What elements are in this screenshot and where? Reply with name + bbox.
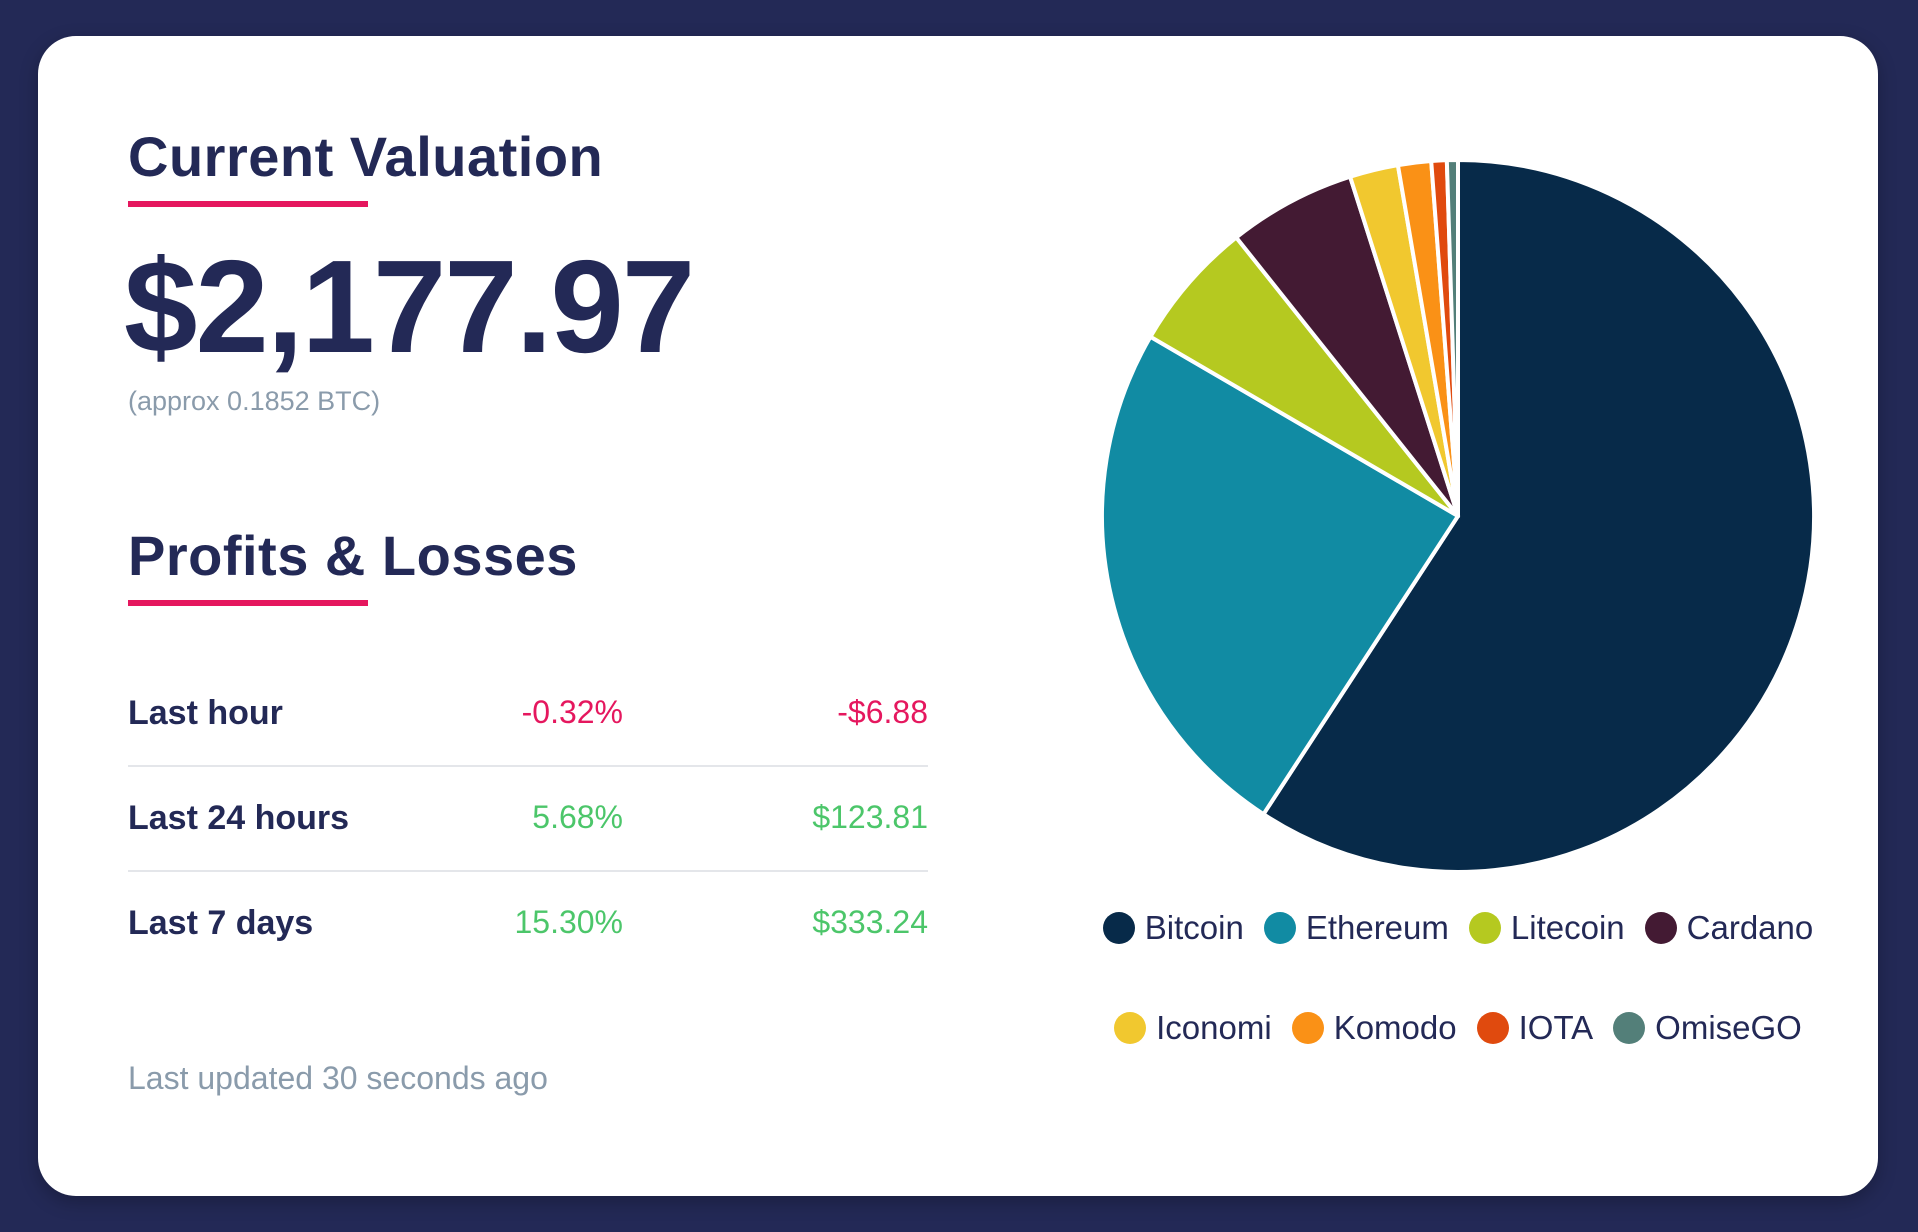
legend-item-litecoin[interactable]: Litecoin [1468, 906, 1625, 950]
legend-dot-icon [1263, 912, 1296, 944]
last-updated-text: Last updated 30 seconds ago [128, 1060, 548, 1096]
valuation-title-underline [128, 201, 368, 207]
valuation-amount: $2,177.97 [124, 233, 695, 380]
pl-period-label: Last 7 days [128, 904, 314, 942]
pl-amount: $333.24 [812, 904, 928, 940]
legend-item-iconomi[interactable]: Iconomi [1114, 1006, 1272, 1050]
legend-label: Komodo [1333, 1009, 1457, 1046]
legend-item-cardano[interactable]: Cardano [1644, 906, 1814, 950]
pl-row-last-7-days: Last 7 days 15.30% $333.24 [128, 872, 928, 975]
pl-percent: -0.32% [521, 694, 623, 730]
summary-panel: Current Valuation $2,177.97 (approx 0.18… [124, 36, 938, 1196]
legend-dot-icon [1476, 1012, 1509, 1044]
pl-period-label: Last 24 hours [128, 799, 350, 837]
pie-slice-omisego[interactable] [1444, 158, 1460, 518]
legend-item-bitcoin[interactable]: Bitcoin [1102, 906, 1244, 950]
legend-dot-icon [1468, 912, 1501, 944]
legend-label: Ethereum [1305, 909, 1449, 946]
legend-item-ethereum[interactable]: Ethereum [1263, 906, 1449, 950]
legend-label: Bitcoin [1144, 909, 1244, 946]
portfolio-card: Current Valuation $2,177.97 (approx 0.18… [38, 36, 1878, 1196]
valuation-title: Current Valuation [128, 125, 604, 188]
profits-losses-table: Last hour -0.32% -$6.88 Last 24 hours 5.… [128, 662, 928, 975]
legend-label: Cardano [1686, 909, 1814, 946]
legend-label: Litecoin [1510, 909, 1625, 946]
pie-slice-ethereum[interactable] [1100, 334, 1460, 817]
pl-period-label: Last hour [128, 694, 283, 732]
legend-item-komodo[interactable]: Komodo [1291, 1006, 1457, 1050]
legend-label: IOTA [1518, 1009, 1594, 1046]
allocation-pie-chart [1100, 158, 1816, 874]
pl-percent: 5.68% [532, 799, 623, 835]
legend-label: Iconomi [1156, 1009, 1272, 1046]
pl-row-last-24-hours: Last 24 hours 5.68% $123.81 [128, 767, 928, 872]
pie-slice-bitcoin[interactable] [1261, 158, 1816, 874]
legend-dot-icon [1613, 1012, 1646, 1044]
legend-item-omisego[interactable]: OmiseGO [1613, 1006, 1802, 1050]
profits-losses-title: Profits & Losses [128, 524, 578, 587]
pl-amount: $123.81 [812, 799, 928, 835]
legend-dot-icon [1102, 912, 1135, 944]
pie-legend: Bitcoin Ethereum Litecoin Cardano Iconomi Kom… [1048, 906, 1868, 1050]
legend-dot-icon [1644, 912, 1677, 944]
pie-slice-litecoin[interactable] [1148, 235, 1460, 518]
profits-losses-underline [128, 600, 368, 606]
valuation-approx-btc: (approx 0.1852 BTC) [128, 386, 381, 416]
legend-dot-icon [1114, 1012, 1147, 1044]
pl-row-last-hour: Last hour -0.32% -$6.88 [128, 662, 928, 767]
pie-slice-cardano[interactable] [1234, 174, 1460, 518]
pl-percent: 15.30% [514, 904, 623, 940]
pl-amount: -$6.88 [837, 694, 928, 730]
legend-item-iota[interactable]: IOTA [1476, 1006, 1594, 1050]
legend-label: OmiseGO [1655, 1009, 1802, 1046]
legend-dot-icon [1291, 1012, 1324, 1044]
